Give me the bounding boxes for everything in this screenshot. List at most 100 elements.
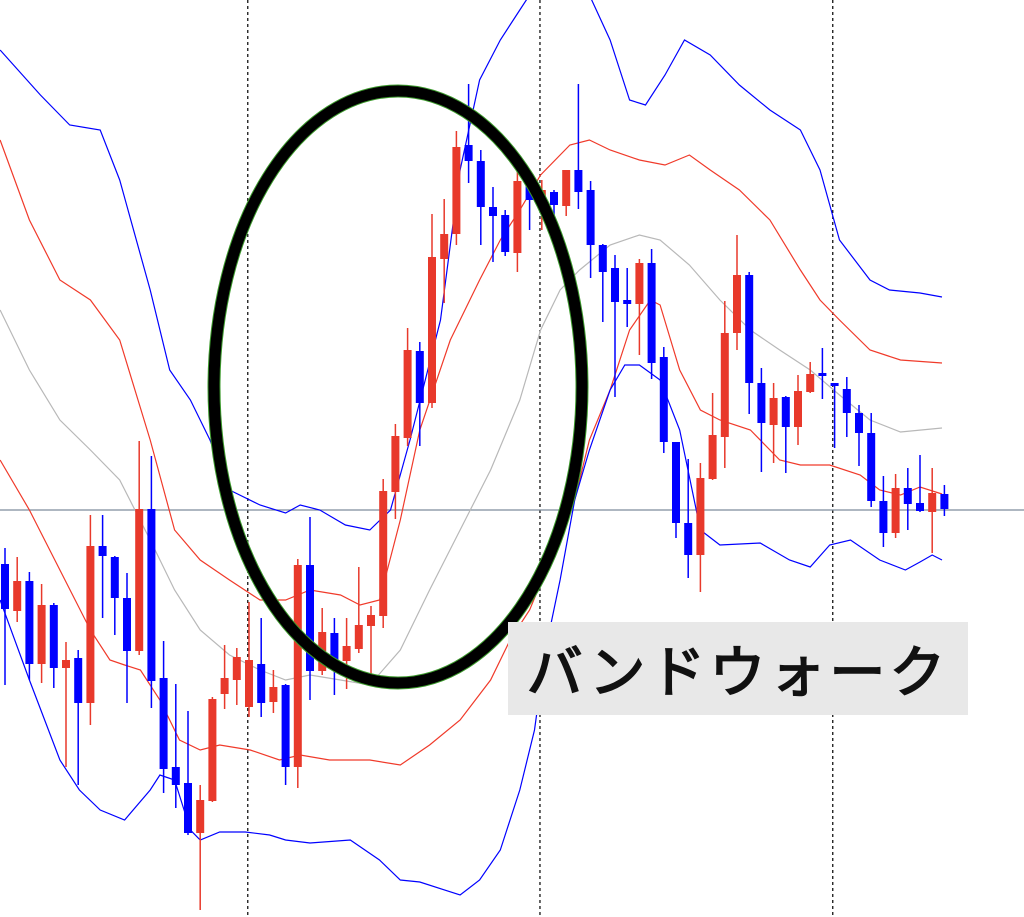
- candle-down: [830, 383, 839, 448]
- candle-down: [123, 573, 131, 703]
- candle-body: [476, 161, 485, 207]
- candles: [1, 84, 949, 910]
- candle-body: [208, 699, 217, 801]
- candle-up: [794, 375, 802, 445]
- candle-up: [928, 468, 937, 553]
- candle-body: [281, 685, 290, 767]
- candle-body: [574, 170, 583, 192]
- candle-body: [867, 433, 876, 501]
- candle-down: [659, 347, 668, 453]
- annotation-label-box: バンドウォーク: [508, 622, 968, 715]
- candle-body: [184, 783, 192, 833]
- candle-up: [86, 515, 95, 725]
- candle-body: [232, 657, 241, 680]
- candle-up: [635, 259, 644, 355]
- candle-down: [940, 485, 949, 516]
- candle-down: [74, 650, 83, 785]
- candle-body: [74, 658, 83, 703]
- candle-down: [684, 459, 693, 578]
- candle-up: [733, 235, 741, 350]
- candle-body: [367, 615, 375, 626]
- candle-body: [842, 389, 851, 413]
- candle-down: [171, 684, 180, 808]
- candle-body: [891, 488, 900, 533]
- candle-down: [745, 272, 754, 414]
- period-separators: [247, 0, 834, 917]
- candle-down: [623, 268, 632, 327]
- candle-down: [25, 572, 34, 680]
- candle-down: [501, 210, 510, 256]
- candle-body: [635, 263, 644, 304]
- candle-down: [550, 190, 558, 216]
- candle-up: [708, 393, 717, 480]
- candle-body: [794, 391, 802, 427]
- candle-down: [611, 255, 619, 397]
- candle-down: [306, 517, 314, 700]
- candle-down: [147, 456, 156, 708]
- band-lower-outer: [0, 364, 943, 896]
- candle-body: [306, 565, 314, 671]
- candle-up: [62, 642, 70, 767]
- candle-body: [611, 268, 619, 302]
- candle-body: [708, 435, 717, 479]
- candle-up: [428, 214, 436, 408]
- candle-body: [25, 581, 34, 664]
- candle-up: [806, 362, 815, 393]
- candle-down: [879, 476, 888, 547]
- candle-body: [672, 442, 680, 523]
- candle-down: [98, 515, 107, 618]
- candle-up: [135, 441, 144, 655]
- candle-body: [269, 687, 278, 702]
- candle-up: [379, 479, 388, 628]
- candle-body: [171, 767, 180, 785]
- candle-down: [110, 556, 119, 635]
- candle-down: [415, 342, 424, 446]
- candle-body: [1, 564, 9, 609]
- candle-down: [49, 603, 58, 688]
- candle-down: [586, 181, 595, 278]
- candle-body: [696, 478, 705, 555]
- candle-body: [647, 263, 656, 363]
- candle-body: [330, 633, 339, 661]
- candle-body: [562, 170, 571, 206]
- candle-down: [757, 368, 766, 472]
- candle-body: [13, 581, 22, 611]
- candle-down: [1, 548, 9, 685]
- candle-down: [818, 348, 827, 399]
- candle-up: [37, 584, 46, 683]
- candle-body: [196, 800, 205, 833]
- candle-body: [830, 383, 839, 386]
- candle-body: [342, 646, 351, 661]
- candle-down: [257, 618, 266, 717]
- candle-down: [598, 244, 607, 322]
- candle-body: [379, 491, 388, 616]
- candle-down: [916, 455, 924, 512]
- candle-down: [574, 84, 583, 209]
- candle-up: [13, 557, 22, 622]
- candle-down: [672, 442, 680, 538]
- candle-body: [684, 523, 693, 555]
- candle-up: [354, 567, 363, 653]
- candle-down: [867, 413, 876, 507]
- band-upper-outer: [0, 0, 943, 531]
- candle-down: [489, 187, 497, 262]
- candle-body: [733, 275, 741, 333]
- candle-body: [428, 257, 436, 403]
- candle-up: [208, 697, 217, 802]
- candle-body: [855, 413, 863, 433]
- candle-up: [891, 474, 900, 538]
- candle-up: [220, 645, 229, 709]
- candle-down: [781, 396, 790, 473]
- candle-body: [623, 300, 632, 304]
- band-middle: [0, 234, 943, 686]
- candle-body: [781, 397, 790, 427]
- band-walk-ellipse: [207, 84, 589, 690]
- candle-body: [440, 234, 449, 259]
- candle-body: [501, 215, 510, 252]
- candle-down: [476, 150, 485, 245]
- candle-down: [855, 405, 863, 466]
- candle-body: [403, 350, 412, 438]
- candle-up: [269, 670, 278, 713]
- candle-body: [879, 501, 888, 533]
- candle-down: [159, 641, 168, 793]
